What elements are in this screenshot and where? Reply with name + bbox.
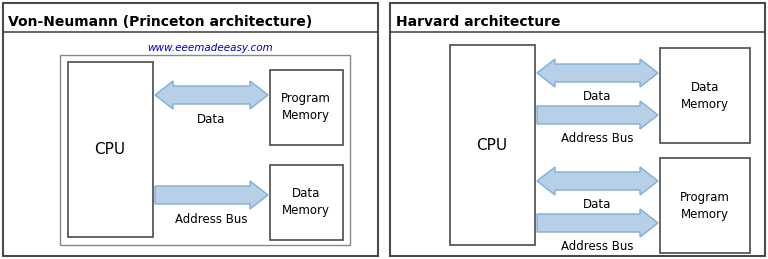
Text: Address Bus: Address Bus — [175, 213, 247, 226]
Polygon shape — [155, 81, 268, 109]
Text: Von-Neumann (Princeton architecture): Von-Neumann (Princeton architecture) — [8, 15, 313, 29]
Polygon shape — [155, 181, 268, 209]
Polygon shape — [537, 167, 658, 195]
Bar — [660, 48, 750, 143]
Text: Data
Memory: Data Memory — [681, 81, 729, 111]
Polygon shape — [537, 101, 658, 129]
Text: Program
Memory: Program Memory — [281, 92, 331, 122]
Bar — [270, 165, 343, 240]
Bar — [68, 62, 153, 237]
Bar — [390, 3, 765, 256]
Text: Data: Data — [583, 198, 611, 211]
Text: Data: Data — [583, 90, 611, 103]
Bar — [60, 55, 350, 245]
Text: Harvard architecture: Harvard architecture — [396, 15, 561, 29]
Bar — [660, 158, 750, 253]
Polygon shape — [537, 209, 658, 237]
Bar — [450, 45, 535, 245]
Text: Address Bus: Address Bus — [561, 240, 634, 253]
Text: CPU: CPU — [94, 142, 125, 157]
Text: CPU: CPU — [476, 138, 508, 153]
Text: Address Bus: Address Bus — [561, 132, 634, 145]
Text: www.eeemadeeasy.com: www.eeemadeeasy.com — [147, 43, 273, 53]
Bar — [3, 3, 378, 256]
Text: Program
Memory: Program Memory — [680, 191, 730, 221]
Bar — [270, 70, 343, 145]
Polygon shape — [537, 59, 658, 87]
Text: Data: Data — [197, 113, 225, 126]
Text: Data
Memory: Data Memory — [282, 187, 330, 217]
